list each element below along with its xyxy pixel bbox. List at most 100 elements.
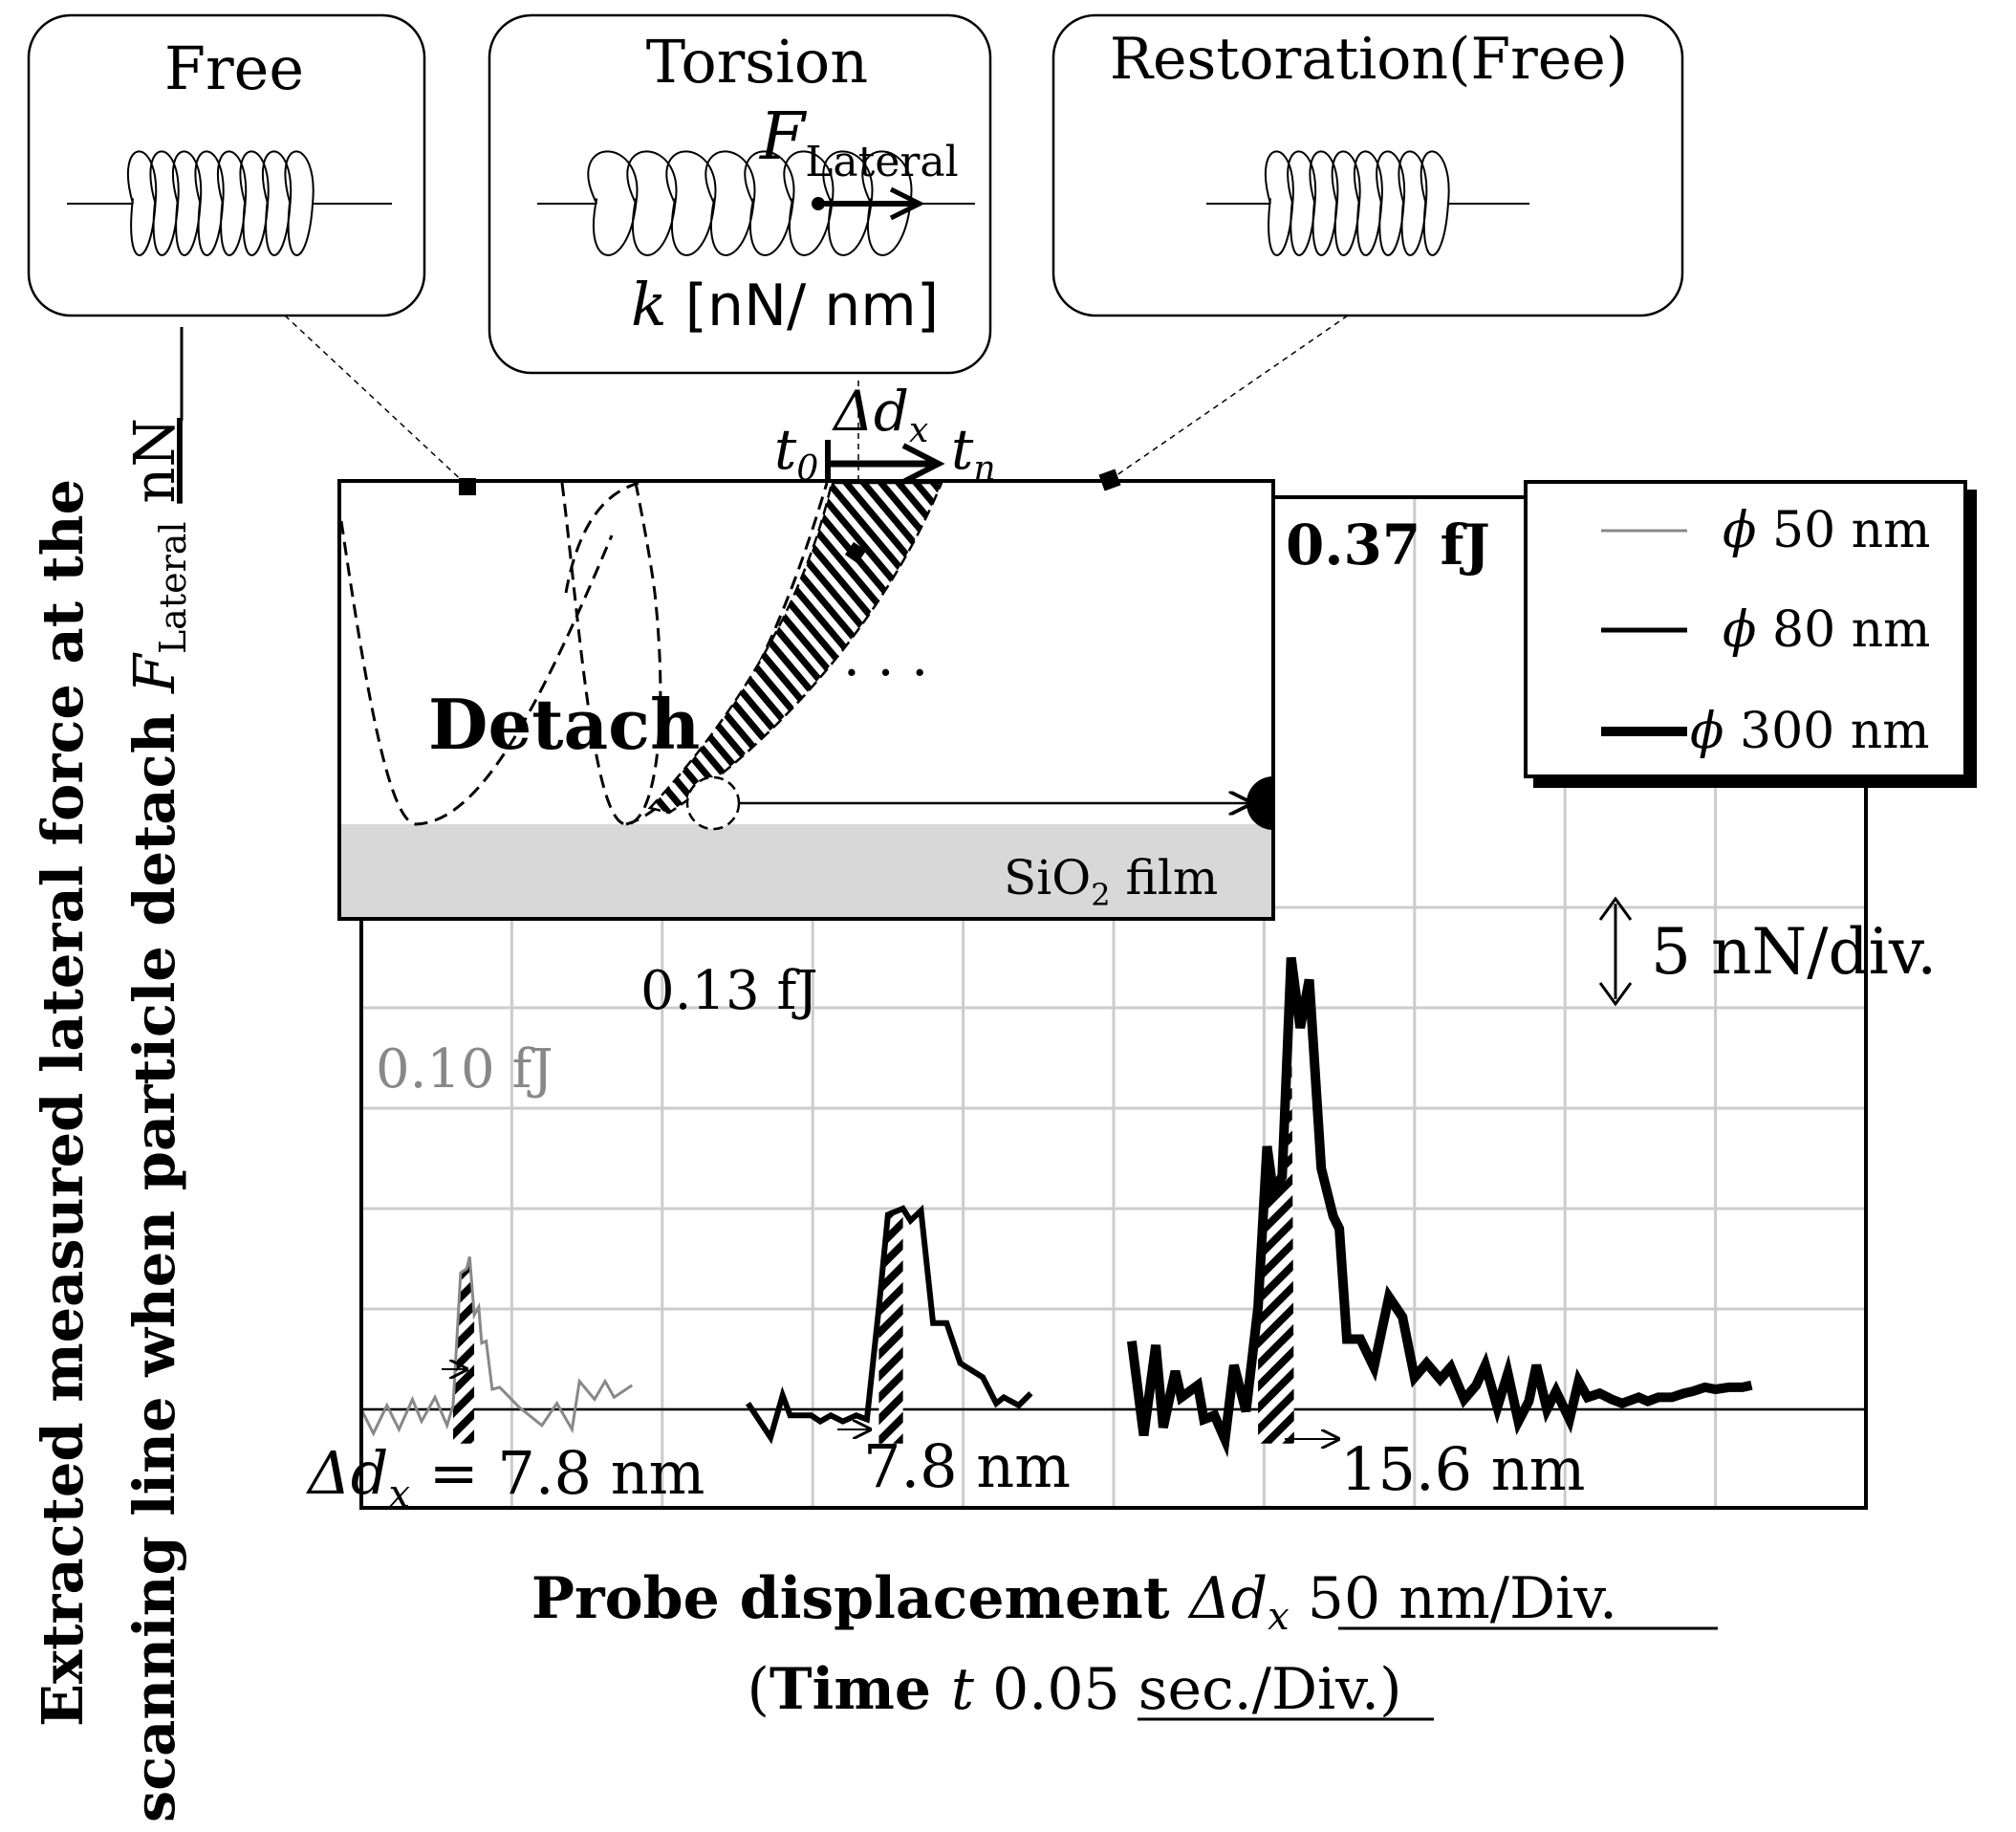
y-axis-label-unit: nN	[121, 418, 187, 504]
t0-subscript: 0	[796, 449, 818, 489]
tn-label: tn	[951, 417, 996, 489]
dx-label-phi50-value: = 7.8 nm	[410, 1438, 705, 1508]
dx-label-phi50-subscript: x	[388, 1472, 410, 1516]
energy-label-phi80: 0.13 fJ	[640, 960, 818, 1022]
probe-trace-2b	[564, 481, 639, 594]
x-axis-time-close: )	[1379, 1656, 1401, 1723]
tn-subscript: n	[973, 449, 995, 489]
torsion-force-subscript: Lateral	[805, 138, 959, 186]
t0-label: t0	[774, 417, 818, 489]
free-panel-title: Free	[164, 33, 304, 103]
film-label-sub: 2	[1091, 877, 1110, 913]
x-axis-label-symbol: Δd	[1187, 1565, 1268, 1632]
t0-symbol: t	[774, 417, 797, 482]
series-line-phi80	[745, 1204, 1033, 1445]
x-axis-label-gap	[1290, 1565, 1308, 1632]
tn-symbol: t	[951, 417, 974, 482]
film-label-rest: film	[1111, 850, 1219, 905]
y-axis-label-line2: scanning line when particle detach FLate…	[121, 418, 194, 1822]
scale-bar-label: 5 nN/div.	[1651, 915, 1937, 989]
dx-label-phi50-symbol: Δd	[306, 1438, 388, 1508]
restoration-panel-title: Restoration(Free)	[1110, 26, 1628, 93]
scale-bar-bottom-head	[1598, 982, 1633, 1007]
legend-phi80-label: 80 nm	[1772, 601, 1931, 659]
dx-arrowhead	[901, 443, 945, 485]
energy-label-phi50: 0.10 fJ	[376, 1038, 553, 1101]
legend-phi300-label: 300 nm	[1740, 703, 1930, 760]
particle-final	[1246, 776, 1273, 830]
detached-particle	[685, 775, 741, 831]
legend-phi50-label: 50 nm	[1772, 502, 1931, 559]
x-axis-label-subscript: x	[1268, 1595, 1290, 1639]
legend-phi50-gap	[1756, 502, 1772, 559]
series-line-phi50	[359, 1256, 634, 1437]
y-axis-label-symbol: F	[121, 652, 187, 694]
energy-hatch-areas	[453, 957, 1294, 1444]
free-panel	[27, 13, 426, 317]
y-axis-label-text: scanning line when particle detach	[121, 693, 187, 1822]
scale-bar-top-head	[1598, 896, 1633, 921]
free-connector-marker	[459, 478, 476, 495]
x-axis-label-unit: 50 nm/Div.	[1308, 1565, 1617, 1632]
legend-label-phi300: ϕ 300 nm	[1690, 703, 1930, 760]
energy-hatch-2	[1258, 957, 1294, 1444]
torsion-force-arrowhead	[889, 186, 925, 221]
x-axis-label-text: Probe displacement	[531, 1565, 1190, 1632]
restoration-panel	[1051, 13, 1684, 317]
free-connector-line	[284, 315, 468, 487]
legend-phi300-symbol: ϕ	[1690, 703, 1723, 760]
energy-label-phi300: 0.37 fJ	[1286, 513, 1490, 578]
legend-phi50-symbol: ϕ	[1723, 502, 1756, 559]
dx-subscript: x	[909, 411, 928, 450]
legend: ϕ 50 nm ϕ 80 nm ϕ 300 nm	[1524, 480, 1977, 788]
x-axis-time-value: 0.05	[974, 1656, 1138, 1723]
x-axis-time-unit: sec./Div.	[1138, 1656, 1379, 1723]
legend-label-phi50: ϕ 50 nm	[1723, 502, 1930, 559]
probe-marker	[844, 541, 867, 564]
spring-panels: Free Torsion FLateral k [nN/ nm] Restora…	[27, 13, 1684, 487]
sio2-film	[339, 824, 1273, 919]
legend-box	[1524, 480, 1967, 778]
spring-restoration-coil	[1206, 150, 1529, 256]
axis-labels: Extracted measured lateral force at the …	[30, 327, 1718, 1822]
legend-phi300-gap	[1723, 703, 1740, 760]
probe-trace-2	[560, 482, 662, 826]
legend-label-phi80: ϕ 80 nm	[1723, 601, 1930, 659]
detach-label: Detach	[428, 684, 700, 765]
legend-phi80-gap	[1756, 601, 1772, 659]
detach-inset: Detach . . . SiO2 film t0 Δdx tn	[337, 379, 1275, 921]
torsion-panel-title: Torsion	[646, 27, 868, 97]
torsion-force-label: FLateral	[758, 99, 959, 186]
y-axis-label-gap	[121, 504, 187, 522]
annotations: 0.37 fJ 0.13 fJ 0.10 fJ Δdx = 7.8 nm 7.8…	[306, 513, 1937, 1516]
torsion-stiffness-label: k [nN/ nm]	[631, 270, 939, 339]
film-label-main: SiO	[1004, 850, 1091, 905]
torsion-panel	[488, 13, 992, 375]
x-axis-time-text: Time	[770, 1656, 951, 1723]
series-lines	[359, 956, 1753, 1458]
x-axis-label-line1: Probe displacement Δdx 50 nm/Div.	[531, 1565, 1617, 1639]
dx-label-phi50: Δdx = 7.8 nm	[306, 1438, 705, 1516]
spring-restoration	[1206, 150, 1529, 256]
series-line-phi300	[1126, 956, 1753, 1458]
spring-free-coil	[67, 150, 392, 256]
inset-border	[337, 479, 1275, 921]
dx-label: Δdx	[832, 379, 928, 450]
dx-label-phi80: 7.8 nm	[863, 1431, 1071, 1501]
dx-symbol: Δd	[832, 379, 909, 444]
torsion-stiffness-unit: [nN/ nm]	[667, 273, 940, 339]
x-axis-time-open: (	[747, 1656, 769, 1723]
y-axis-label-subscript: Lateral	[152, 521, 194, 654]
probe-trace-1	[339, 520, 614, 826]
restoration-connector-line	[1109, 315, 1349, 481]
spring-free	[67, 150, 392, 256]
film-label: SiO2 film	[1004, 850, 1218, 913]
legend-phi80-symbol: ϕ	[1723, 601, 1756, 659]
inset-ellipsis: . . .	[843, 626, 928, 688]
probe-trace-3	[625, 482, 829, 826]
probe-hatched-band	[647, 481, 943, 815]
y-axis-label-line1: Extracted measured lateral force at the	[30, 479, 96, 1727]
energy-hatch-0	[453, 1256, 475, 1444]
x-axis-time-symbol: t	[951, 1656, 975, 1723]
